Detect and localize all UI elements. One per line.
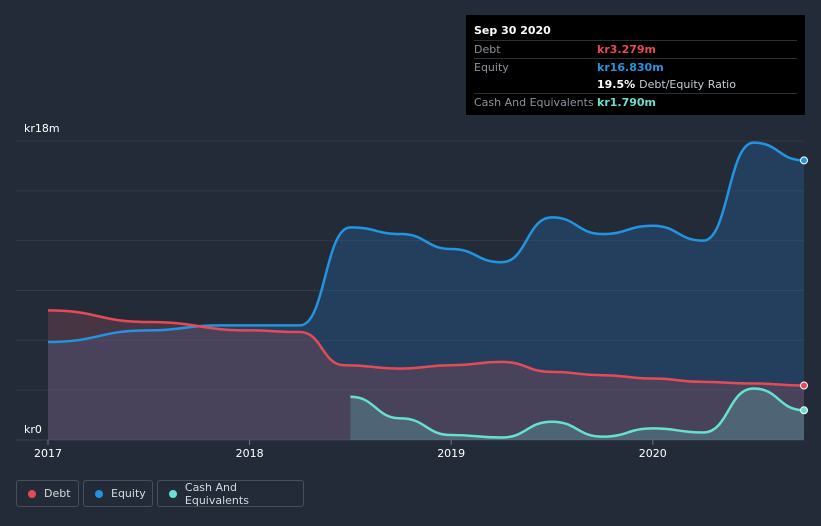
legend-equity[interactable]: Equity [83,480,153,507]
y-axis-bottom-label: kr0 [24,423,42,436]
legend-cash-label: Cash And Equivalents [184,480,249,507]
x-axis-ticks: 2017 2018 2019 2020 [34,440,667,460]
x-tick-label: 2017 [34,447,62,460]
cash-end-marker [800,406,808,415]
tooltip-ratio-value: 19.5% [597,78,636,91]
equity-end-marker [800,156,808,165]
x-tick-label: 2020 [639,447,667,460]
tooltip-ratio-label: Debt/Equity Ratio [639,78,736,91]
legend-debt[interactable]: Debt [16,480,79,507]
tooltip-debt-label: Debt [474,43,501,56]
data-tooltip: Sep 30 2020 Debt kr3.279m Equity kr16.83… [466,15,805,115]
tooltip-cash-row: Cash And Equivalents kr1.790m [474,93,797,111]
gridlines [16,140,804,441]
end-markers [800,156,808,415]
tooltip-equity-label: Equity [474,61,509,74]
tooltip-debt-row: Debt kr3.279m [474,40,797,58]
tooltip-equity-value: kr16.830m [597,61,664,74]
tooltip-cash-value: kr1.790m [597,96,656,109]
tooltip-date: Sep 30 2020 [474,24,551,37]
tooltip-equity-row: Equity kr16.830m [474,58,797,76]
legend-debt-label: Debt [44,487,71,500]
x-tick-label: 2018 [236,447,264,460]
debt-area [48,310,804,440]
tooltip-ratio-row: 19.5% Debt/Equity Ratio [474,76,797,93]
legend-cash[interactable]: Cash And Equivalents [157,480,304,507]
legend-equity-label: Equity [111,487,146,500]
cash-line [350,387,805,439]
legend-cash-dot [169,489,177,498]
legend-equity-dot [95,489,103,498]
equity-line [47,141,805,344]
debt-end-marker [800,381,808,390]
area-fills [48,142,804,440]
equity-area [48,142,804,440]
series-lines [47,141,805,439]
x-tick-label: 2019 [437,447,465,460]
tooltip-debt-value: kr3.279m [597,43,656,56]
tooltip-cash-label: Cash And Equivalents [474,96,594,109]
debt-line [47,309,805,387]
y-axis-top-label: kr18m [24,122,60,135]
legend-debt-dot [28,489,36,498]
